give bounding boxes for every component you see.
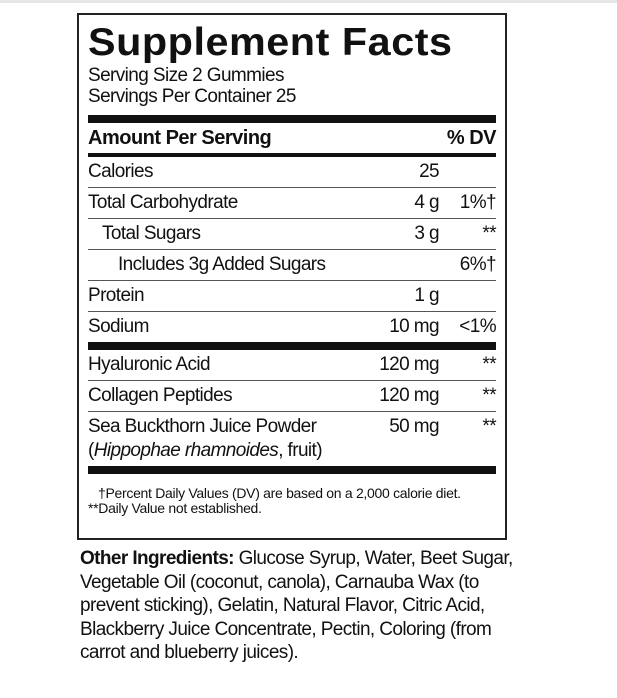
panel-title: Supplement Facts — [88, 21, 453, 64]
source-part: , fruit) — [278, 440, 322, 461]
footnote-not-established: **Daily Value not established. — [88, 500, 262, 516]
ingredient-name: Collagen Peptides — [88, 385, 233, 406]
nutrient-name: Protein — [88, 285, 145, 306]
ingredient-dv: ** — [482, 416, 496, 437]
table-header: Amount Per Serving % DV — [88, 123, 497, 157]
ingredient-amount: 120 mg — [379, 354, 439, 375]
table-row: Includes 3g Added Sugars 6%† — [88, 250, 497, 281]
ingredient-dv: ** — [482, 385, 496, 406]
footnote-dv: †Percent Daily Values (DV) are based on … — [98, 485, 461, 501]
nutrient-name: Includes 3g Added Sugars — [118, 254, 326, 275]
divider-thick — [88, 466, 496, 474]
nutrient-dv: ** — [482, 223, 496, 244]
nutrient-amount: 4 g — [414, 192, 439, 213]
serving-size: Serving Size 2 Gummies — [88, 65, 284, 86]
nutrient-rows: Calories 25 Total Carbohydrate 4 g 1%† Tota… — [88, 157, 497, 342]
other-ingredients: Other Ingredients: Glucose Syrup, Water,… — [80, 547, 520, 665]
ingredient-amount: 50 mg — [389, 416, 439, 437]
nutrient-amount: 3 g — [414, 223, 439, 244]
table-row: Total Carbohydrate 4 g 1%† — [88, 188, 497, 219]
ingredient-dv: ** — [482, 354, 496, 375]
other-ingredients-label: Other Ingredients: — [80, 548, 234, 569]
supplement-facts-panel: Supplement Facts Serving Size 2 Gummies … — [77, 13, 507, 540]
other-ingredients-text: Glucose Syrup, Water, Beet Sugar, Vegeta… — [80, 548, 513, 663]
footnotes: †Percent Daily Values (DV) are based on … — [88, 486, 496, 516]
ingredient-name: Hyaluronic Acid — [88, 354, 211, 375]
table-row: Hyaluronic Acid 120 mg ** — [88, 350, 497, 381]
nutrient-name: Calories — [88, 161, 154, 182]
divider-thick — [88, 342, 496, 350]
nutrient-dv: 1%† — [459, 192, 497, 213]
nutrient-amount: 1 g — [414, 285, 439, 306]
table-row: Total Sugars 3 g ** — [88, 219, 497, 250]
table-row: Sea Buckthorn Juice Powder (Hippophae rha… — [88, 412, 497, 466]
servings-per-container: Servings Per Container 25 — [88, 86, 296, 107]
nutrient-dv: 6%† — [459, 254, 497, 275]
nutrient-dv: <1% — [459, 316, 496, 337]
nutrient-name: Sodium — [88, 316, 149, 337]
nutrient-amount: 25 — [419, 161, 440, 182]
ingredient-amount: 120 mg — [379, 385, 439, 406]
nutrient-name: Total Sugars — [102, 223, 201, 244]
ingredient-name: Sea Buckthorn Juice Powder (Hippophae rha… — [88, 416, 323, 461]
amount-header: Amount Per Serving — [88, 127, 272, 149]
table-row: Protein 1 g — [88, 281, 496, 312]
nutrient-amount: 10 mg — [389, 316, 439, 337]
table-row: Calories 25 — [88, 157, 496, 188]
ingredient-rows: Hyaluronic Acid 120 mg ** Collagen Peptide… — [88, 350, 497, 466]
nutrient-name: Total Carbohydrate — [88, 192, 238, 213]
top-strip — [0, 0, 617, 3]
ingredient-name-text: Sea Buckthorn Juice Powder — [88, 416, 317, 437]
divider-thick — [88, 115, 496, 123]
table-row: Sodium 10 mg <1% — [88, 312, 497, 342]
dv-header: % DV — [446, 127, 497, 149]
latin-name: Hippophae rhamnoides — [93, 440, 279, 461]
table-row: Collagen Peptides 120 mg ** — [88, 381, 497, 412]
